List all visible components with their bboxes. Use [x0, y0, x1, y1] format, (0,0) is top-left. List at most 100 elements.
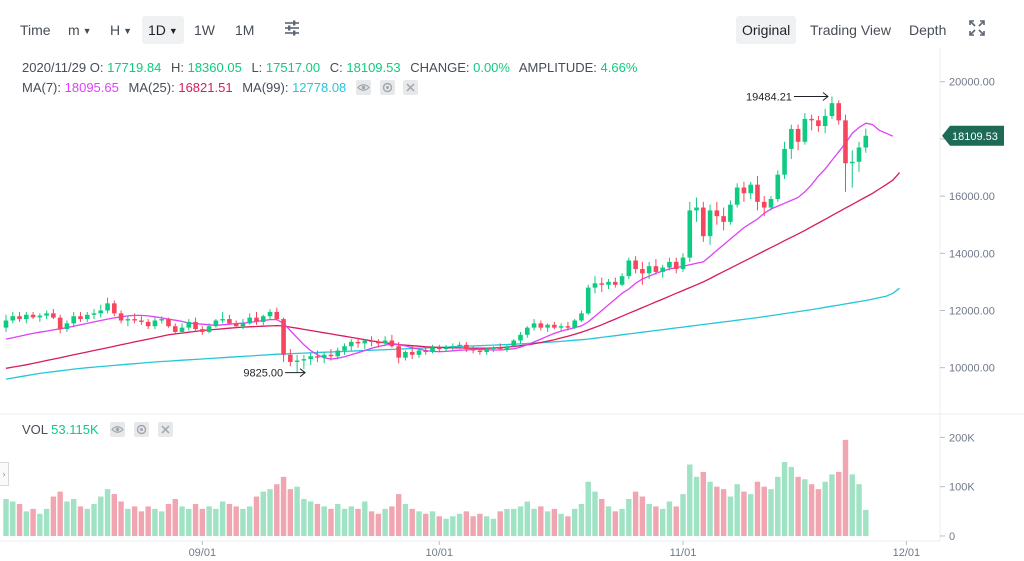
candle-body: [816, 120, 821, 127]
candle-body: [403, 351, 408, 358]
volume-bar: [619, 508, 625, 536]
volume-tick-label: 200K: [949, 432, 975, 444]
volume-bar: [788, 466, 795, 536]
candle-body: [240, 323, 246, 327]
amplitude-value: 4.66%: [600, 60, 638, 75]
vol-eye-icon[interactable]: [110, 422, 126, 437]
volume-bar: [395, 494, 402, 536]
minute-interval-dropdown[interactable]: m ▼: [62, 16, 98, 44]
sliders-icon[interactable]: [276, 18, 308, 46]
candle-body: [247, 317, 253, 324]
volume-bar: [477, 513, 483, 536]
month-interval-button[interactable]: 1M: [229, 16, 260, 44]
view-original-tab[interactable]: Original: [736, 16, 797, 44]
candle-body: [545, 324, 550, 328]
candle-body: [44, 313, 49, 316]
hour-label: H: [110, 22, 121, 38]
candle-body: [626, 260, 632, 277]
candle-body: [592, 283, 598, 288]
candle-body: [24, 314, 29, 320]
candle-body: [795, 128, 801, 142]
caret-down-icon: ▼: [123, 26, 133, 36]
candle-body: [829, 103, 835, 117]
candle-body: [721, 216, 726, 222]
volume-bar: [159, 511, 165, 536]
volume-header: VOL 53.115K: [22, 422, 178, 437]
volume-bar: [795, 476, 801, 536]
candle-body: [105, 303, 110, 311]
hour-interval-dropdown[interactable]: H ▼: [104, 16, 138, 44]
ma-eye-icon[interactable]: [355, 80, 371, 95]
low-value: 17517.00: [265, 60, 321, 75]
candle-body: [606, 281, 611, 285]
volume-bar: [247, 506, 253, 536]
view-depth-tab[interactable]: Depth: [903, 16, 952, 44]
day-interval-dropdown[interactable]: 1D ▼: [142, 16, 184, 44]
candle-body: [579, 313, 584, 321]
ma-close-icon[interactable]: [403, 80, 419, 95]
ma25-label: MA(25):: [128, 80, 175, 95]
candle-body: [172, 326, 178, 332]
candle-body: [504, 346, 510, 350]
volume-bar: [592, 491, 598, 536]
candle-body: [714, 210, 720, 217]
candle-body: [849, 161, 855, 164]
candle-body: [701, 207, 706, 237]
candle-body: [809, 118, 814, 121]
candle-body: [206, 326, 212, 332]
minute-label: m: [68, 22, 80, 38]
candle-body: [613, 281, 618, 285]
volume-bar: [179, 506, 185, 536]
open-label: O:: [89, 60, 104, 75]
candle-body: [660, 267, 665, 272]
week-label: 1W: [194, 22, 215, 38]
price-volume-chart[interactable]: 10000.0012000.0014000.0016000.0018000.00…: [0, 48, 1024, 561]
vol-settings-icon[interactable]: [133, 422, 149, 437]
ma-settings-icon[interactable]: [379, 80, 395, 95]
candle-body: [321, 354, 327, 358]
candle-body: [91, 313, 97, 315]
volume-bar: [483, 516, 490, 536]
volume-bar: [91, 503, 97, 536]
week-interval-button[interactable]: 1W: [188, 16, 221, 44]
caret-down-icon: ▼: [82, 26, 92, 36]
volume-bar: [301, 499, 307, 536]
volume-bar: [626, 499, 632, 536]
volume-bar: [599, 499, 605, 536]
candle-body: [443, 347, 449, 350]
volume-bar: [727, 496, 734, 536]
volume-bar: [77, 506, 84, 536]
candle-body: [112, 303, 117, 314]
fullscreen-icon[interactable]: [962, 18, 992, 46]
vol-close-icon[interactable]: [157, 422, 173, 437]
volume-bar: [531, 508, 537, 536]
candle-body: [707, 210, 713, 237]
open-value: 17719.84: [107, 60, 162, 75]
candle-body: [369, 340, 374, 342]
candle-body: [125, 319, 131, 321]
candle-body: [118, 313, 124, 321]
volume-bar: [612, 511, 618, 536]
view-tradingview-tab[interactable]: Trading View: [804, 16, 897, 44]
volume-bar: [700, 471, 707, 536]
candle-body: [227, 319, 232, 324]
candle-body: [233, 323, 239, 327]
panel-expand-handle[interactable]: ›: [0, 462, 9, 486]
ma7-line: [5, 122, 894, 360]
time-button[interactable]: Time: [14, 16, 57, 44]
month-label: 1M: [235, 22, 255, 38]
candle-body: [497, 347, 503, 350]
volume-bar: [524, 501, 530, 536]
annotations: 19484.21 9825.00: [243, 91, 829, 380]
candle-body: [132, 319, 137, 321]
volume-bar: [328, 508, 334, 536]
candle-body: [484, 349, 489, 352]
candle-body: [200, 329, 205, 332]
candle-body: [51, 313, 56, 318]
candle-body: [836, 103, 842, 121]
volume-bar: [165, 503, 172, 536]
volume-bar: [138, 511, 145, 536]
volume-bar: [287, 489, 294, 536]
volume-bar: [260, 491, 266, 536]
volume-bar: [118, 501, 124, 536]
